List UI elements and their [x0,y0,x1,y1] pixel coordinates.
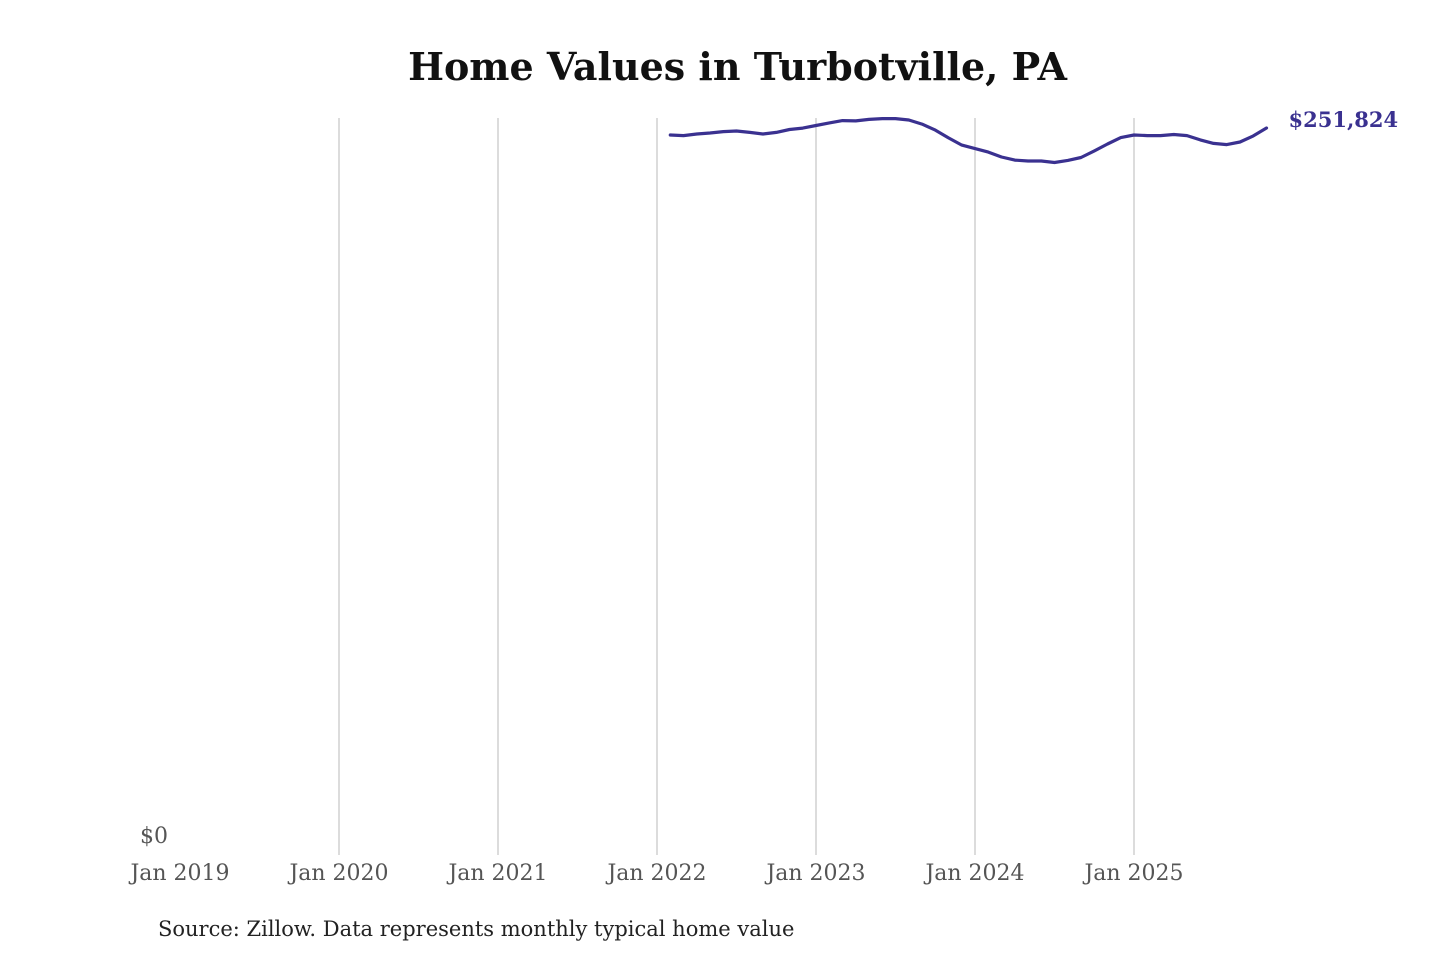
chart-title: Home Values in Turbotville, PA [408,44,1067,89]
x-tick-label: Jan 2021 [446,861,547,886]
gridlines [338,118,1135,855]
x-axis-ticks: Jan 2019 Jan 2020 Jan 2021 Jan 2022 Jan 2023… [128,861,1183,886]
x-tick-label: Jan 2025 [1082,861,1183,886]
x-tick-label: Jan 2022 [605,861,706,886]
series-line-home-value [668,117,1269,165]
x-tick-label: Jan 2020 [287,861,388,886]
x-tick-label: Jan 2024 [923,861,1024,886]
y-tick-label: $0 [140,824,168,849]
x-tick-label: Jan 2023 [764,861,865,886]
source-note: Source: Zillow. Data represents monthly … [158,917,795,941]
x-tick-label: Jan 2019 [128,861,229,886]
end-value-label: $251,824 [1289,107,1399,132]
